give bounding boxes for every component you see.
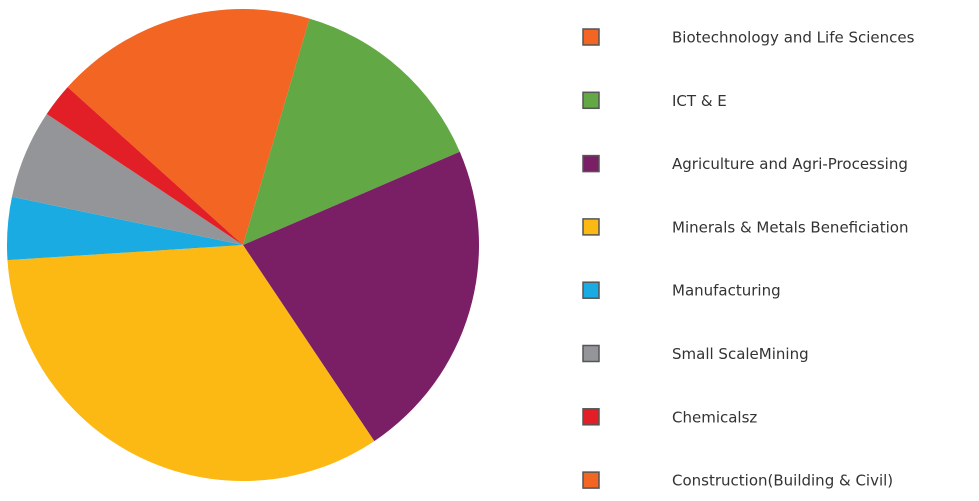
legend-label: Small ScaleMining (672, 345, 809, 363)
pie-slice (7, 196, 244, 261)
legend-label: ICT & E (672, 92, 727, 110)
legend-label: Construction(Building & Civil) (672, 472, 893, 490)
pie-slice (243, 18, 460, 245)
legend-label: Manufacturing (672, 282, 781, 300)
pie-slice (7, 245, 375, 482)
legend-label: Agriculture and Agri-Processing (672, 155, 908, 173)
legend-swatch (582, 281, 600, 299)
pie-slice (67, 9, 310, 245)
legend-swatch (582, 408, 600, 426)
legend-swatch (582, 91, 600, 110)
legend-swatch (582, 471, 600, 489)
legend-swatch (582, 28, 600, 46)
legend-swatch (582, 154, 600, 173)
pie-slice (11, 113, 244, 246)
pie-slice (46, 87, 243, 245)
legend-swatch (582, 218, 600, 236)
legend-swatch (582, 344, 600, 363)
legend-label: Chemicalsz (672, 408, 757, 426)
legend-label: Biotechnology and Life Sciences (672, 29, 915, 47)
legend-label: Minerals & Metals Beneficiation (672, 218, 908, 236)
pie-slice (243, 151, 480, 442)
